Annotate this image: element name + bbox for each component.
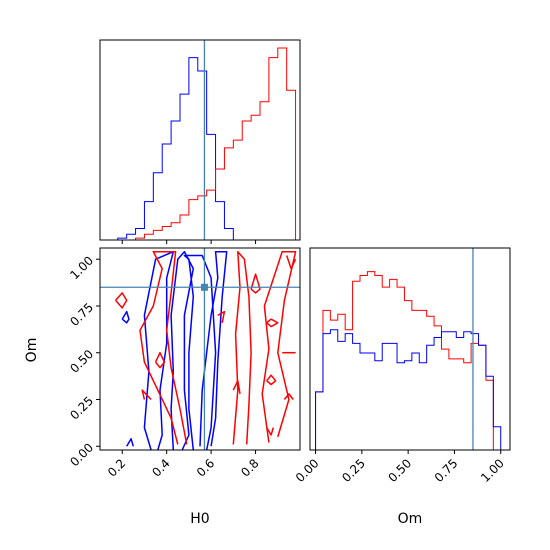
red-contour-8 (217, 310, 226, 323)
om-xtick-label-0: 0.00 (293, 456, 322, 485)
joint-ytick-label-4: 1.00 (67, 253, 96, 282)
joint-ytick-label-2: 0.50 (67, 347, 96, 376)
red-contour-7 (232, 380, 241, 395)
joint-ytick-label-1: 0.25 (67, 394, 96, 423)
red-contour-2 (232, 250, 252, 445)
om-xtick-label-2: 0.50 (385, 456, 414, 485)
om-hist-series-red (315, 271, 501, 451)
red-contour-13 (266, 427, 275, 436)
h0-histogram-panel (99, 39, 301, 244)
om-xtick-label-3: 0.75 (432, 456, 461, 485)
x-axis-label-om: Om (398, 511, 423, 527)
red-contour-4 (250, 273, 261, 294)
om-hist-frame (309, 247, 511, 451)
red-contour-0 (141, 389, 152, 401)
blue-contour-4 (126, 438, 135, 447)
red-contour-9 (266, 318, 279, 328)
om-xtick-label-1: 0.25 (339, 456, 368, 485)
joint-xtick-label-2: 0.6 (194, 456, 217, 479)
joint-xtick-label-3: 0.8 (238, 456, 261, 479)
h0-hist-frame (99, 39, 301, 241)
red-contour-6 (154, 351, 166, 369)
joint-xtick-label-1: 0.4 (149, 456, 172, 479)
blue-contour-3 (199, 250, 228, 447)
red-contour-5 (115, 292, 128, 309)
red-contour-1 (139, 250, 188, 445)
red-contour-11 (266, 374, 277, 386)
om-hist-series-blue (315, 329, 502, 450)
joint-ytick-label-3: 0.75 (67, 300, 96, 329)
joint-contour-panel: 0.2 0.4 0.6 0.8 0.00 0.25 0.50 0.75 1.00 (67, 247, 301, 480)
h0-hist-series-blue (100, 57, 296, 241)
blue-contour-1 (170, 250, 195, 451)
joint-frame (99, 247, 301, 451)
joint-xtick-label-0: 0.2 (105, 456, 128, 479)
h0-hist-series-red (100, 47, 297, 241)
blue-contour-0 (183, 254, 217, 451)
y-axis-label-om: Om (24, 338, 40, 363)
om-xtick-label-4: 1.00 (478, 456, 507, 485)
red-contour-14 (285, 255, 297, 270)
x-axis-label-h0: H0 (190, 511, 209, 527)
blue-contour-5 (121, 310, 130, 324)
red-contour-3 (261, 250, 297, 443)
om-histogram-panel: 0.00 0.25 0.50 0.75 1.00 (293, 247, 511, 485)
joint-ytick-label-0: 0.00 (67, 440, 96, 469)
red-contour-12 (283, 393, 294, 400)
joint-truth-marker (200, 283, 208, 291)
